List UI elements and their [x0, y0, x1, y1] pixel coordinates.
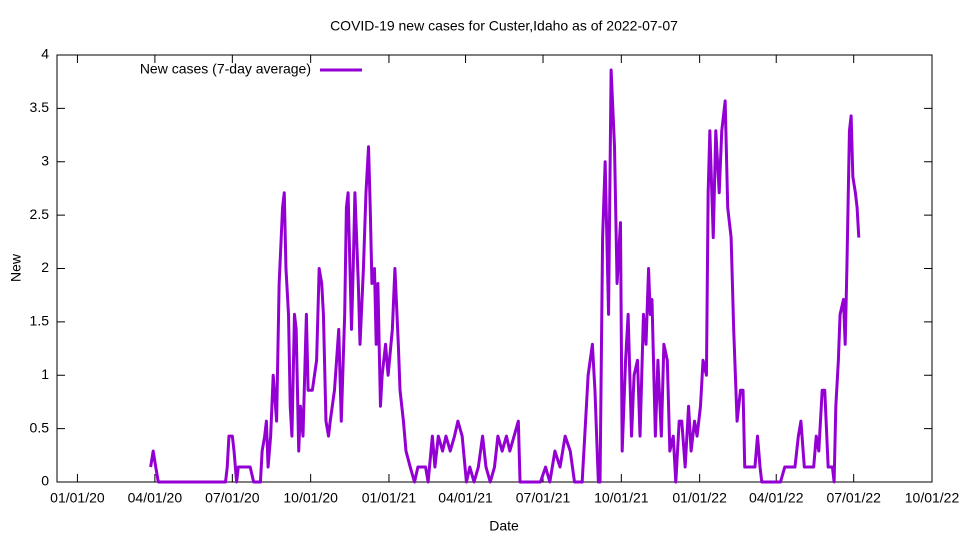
x-tick-label: 07/01/20 — [205, 490, 260, 506]
series-line — [149, 68, 861, 484]
y-axis-label: New — [8, 253, 24, 282]
y-tick-label: 1.5 — [30, 313, 50, 329]
plot-border — [56, 54, 933, 483]
y-tick-label: 2 — [41, 259, 49, 275]
x-tick-label: 10/01/22 — [905, 490, 960, 506]
x-tick-label: 01/01/22 — [672, 490, 727, 506]
chart-title: COVID-19 new cases for Custer,Idaho as o… — [330, 18, 678, 34]
x-tick-label: 01/01/21 — [362, 490, 417, 506]
y-tick-label: 2.5 — [30, 206, 50, 222]
x-tick-label: 07/01/21 — [516, 490, 571, 506]
y-tick-label: 1 — [41, 366, 49, 382]
x-tick-label: 10/01/21 — [594, 490, 649, 506]
x-tick-label: 04/01/21 — [438, 490, 493, 506]
x-axis-label: Date — [489, 518, 519, 534]
x-tick-label: 01/01/20 — [50, 490, 105, 506]
x-tick-label: 07/01/22 — [826, 490, 881, 506]
legend-label: New cases (7-day average) — [140, 61, 311, 77]
y-tick-label: 4 — [41, 46, 49, 62]
y-tick-label: 0.5 — [30, 419, 50, 435]
y-tick-label: 3.5 — [30, 99, 50, 115]
x-tick-label: 04/01/22 — [749, 490, 804, 506]
y-tick-label: 3 — [41, 152, 49, 168]
x-tick-label: 10/01/20 — [283, 490, 338, 506]
y-tick-label: 0 — [41, 473, 49, 489]
x-tick-label: 04/01/20 — [128, 490, 183, 506]
